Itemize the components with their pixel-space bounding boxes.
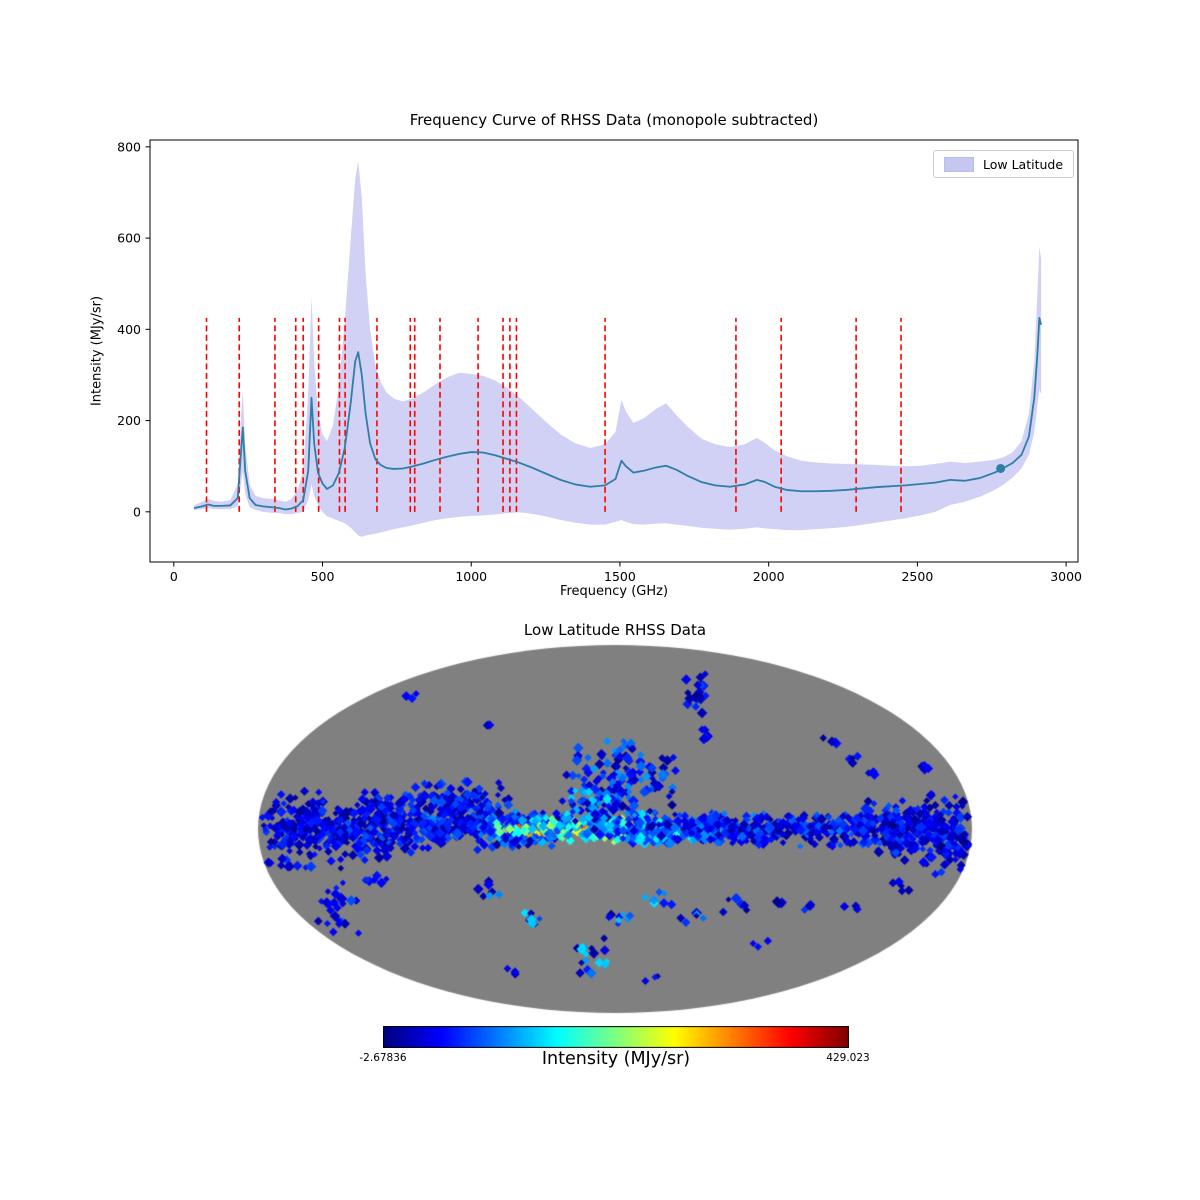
legend-patch-low-latitude (944, 156, 974, 172)
svg-text:1000: 1000 (455, 569, 487, 584)
colorbar-min-label: -2.67836 (359, 1052, 407, 1064)
colorbar (383, 1026, 849, 1048)
line-chart-title: Frequency Curve of RHSS Data (monopole s… (409, 111, 819, 129)
svg-text:600: 600 (117, 231, 141, 246)
svg-text:1500: 1500 (604, 569, 636, 584)
svg-text:0: 0 (170, 569, 178, 584)
svg-text:500: 500 (311, 569, 335, 584)
colorbar-title: Intensity (MJy/sr) (541, 1049, 691, 1069)
svg-text:400: 400 (117, 322, 141, 337)
line-chart-plot-area: 0 500 1000 1500 2000 2500 3000 0 200 400 600 800 (117, 139, 1082, 584)
line-chart-xlabel: Frequency (GHz) (559, 584, 669, 599)
sky-map-title: Low Latitude RHSS Data (523, 621, 707, 639)
svg-text:3000: 3000 (1050, 569, 1082, 584)
svg-text:0: 0 (133, 504, 141, 519)
svg-text:800: 800 (117, 139, 141, 154)
svg-text:200: 200 (117, 413, 141, 428)
colorbar-max-label: 429.023 (826, 1052, 870, 1064)
svg-text:2000: 2000 (753, 569, 785, 584)
legend-label: Low Latitude (983, 156, 1064, 172)
sky-map (255, 643, 975, 1015)
legend: Low Latitude (933, 150, 1075, 178)
svg-text:2500: 2500 (901, 569, 933, 584)
